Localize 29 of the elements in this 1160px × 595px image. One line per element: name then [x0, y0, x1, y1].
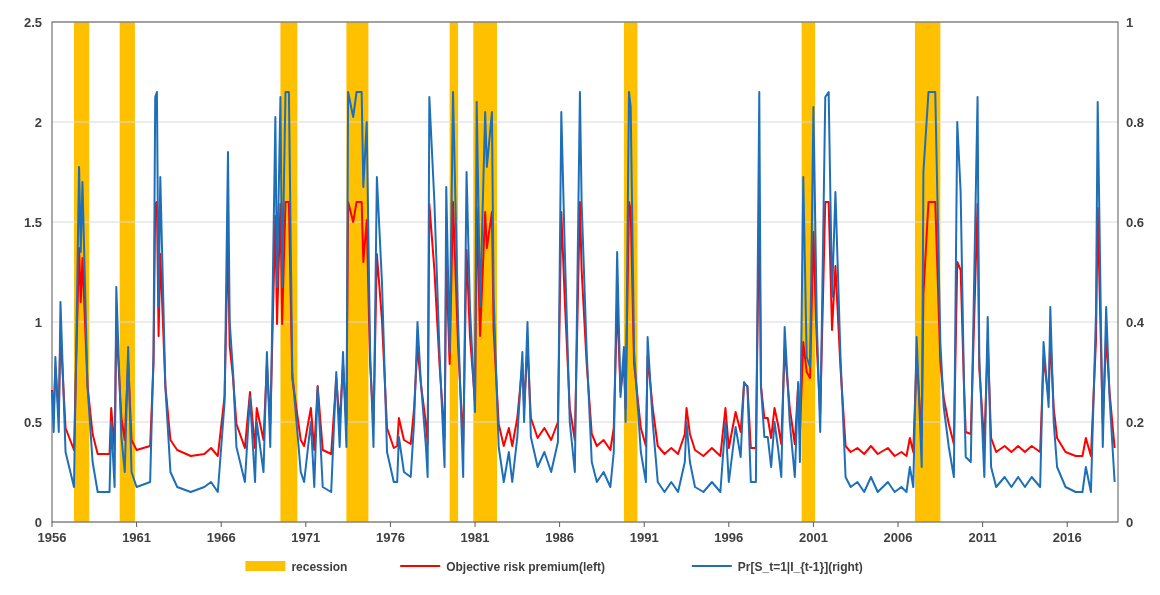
x-tick-label: 1991 [629, 530, 659, 545]
y-tick-label: 0 [34, 515, 42, 530]
y-tick-label: 1 [34, 315, 42, 330]
y2-tick-label: 1 [1126, 15, 1134, 30]
y2-tick-label: 0.6 [1126, 215, 1145, 230]
legend-label: Objective risk premium(left) [446, 560, 605, 574]
x-tick-label: 2011 [968, 530, 997, 545]
y-tick-label: 1.5 [23, 215, 42, 230]
x-tick-label: 1971 [291, 530, 321, 545]
x-tick-label: 2016 [1052, 530, 1082, 545]
y2-tick-label: 0.2 [1126, 415, 1145, 430]
x-tick-label: 1976 [375, 530, 405, 545]
line-series [51, 91, 1116, 493]
y-tick-label: 0.5 [23, 415, 42, 430]
y2-tick-label: 0.4 [1126, 315, 1145, 330]
y2-tick-label: 0 [1126, 515, 1134, 530]
x-tick-label: 1956 [37, 530, 67, 545]
x-tick-label: 1996 [714, 530, 744, 545]
y-tick-label: 2.5 [23, 15, 42, 30]
legend-label: recession [291, 560, 348, 574]
x-tick-label: 1986 [545, 530, 575, 545]
y-tick-label: 2 [34, 115, 42, 130]
x-tick-label: 1966 [206, 530, 236, 545]
x-tick-label: 1961 [122, 530, 152, 545]
y2-tick-label: 0.8 [1126, 115, 1145, 130]
x-tick-label: 2001 [798, 530, 828, 545]
x-tick-label: 1981 [460, 530, 490, 545]
x-tick-label: 2006 [883, 530, 913, 545]
legend-label: Pr[S_t=1|I_{t-1}](right) [737, 560, 863, 574]
